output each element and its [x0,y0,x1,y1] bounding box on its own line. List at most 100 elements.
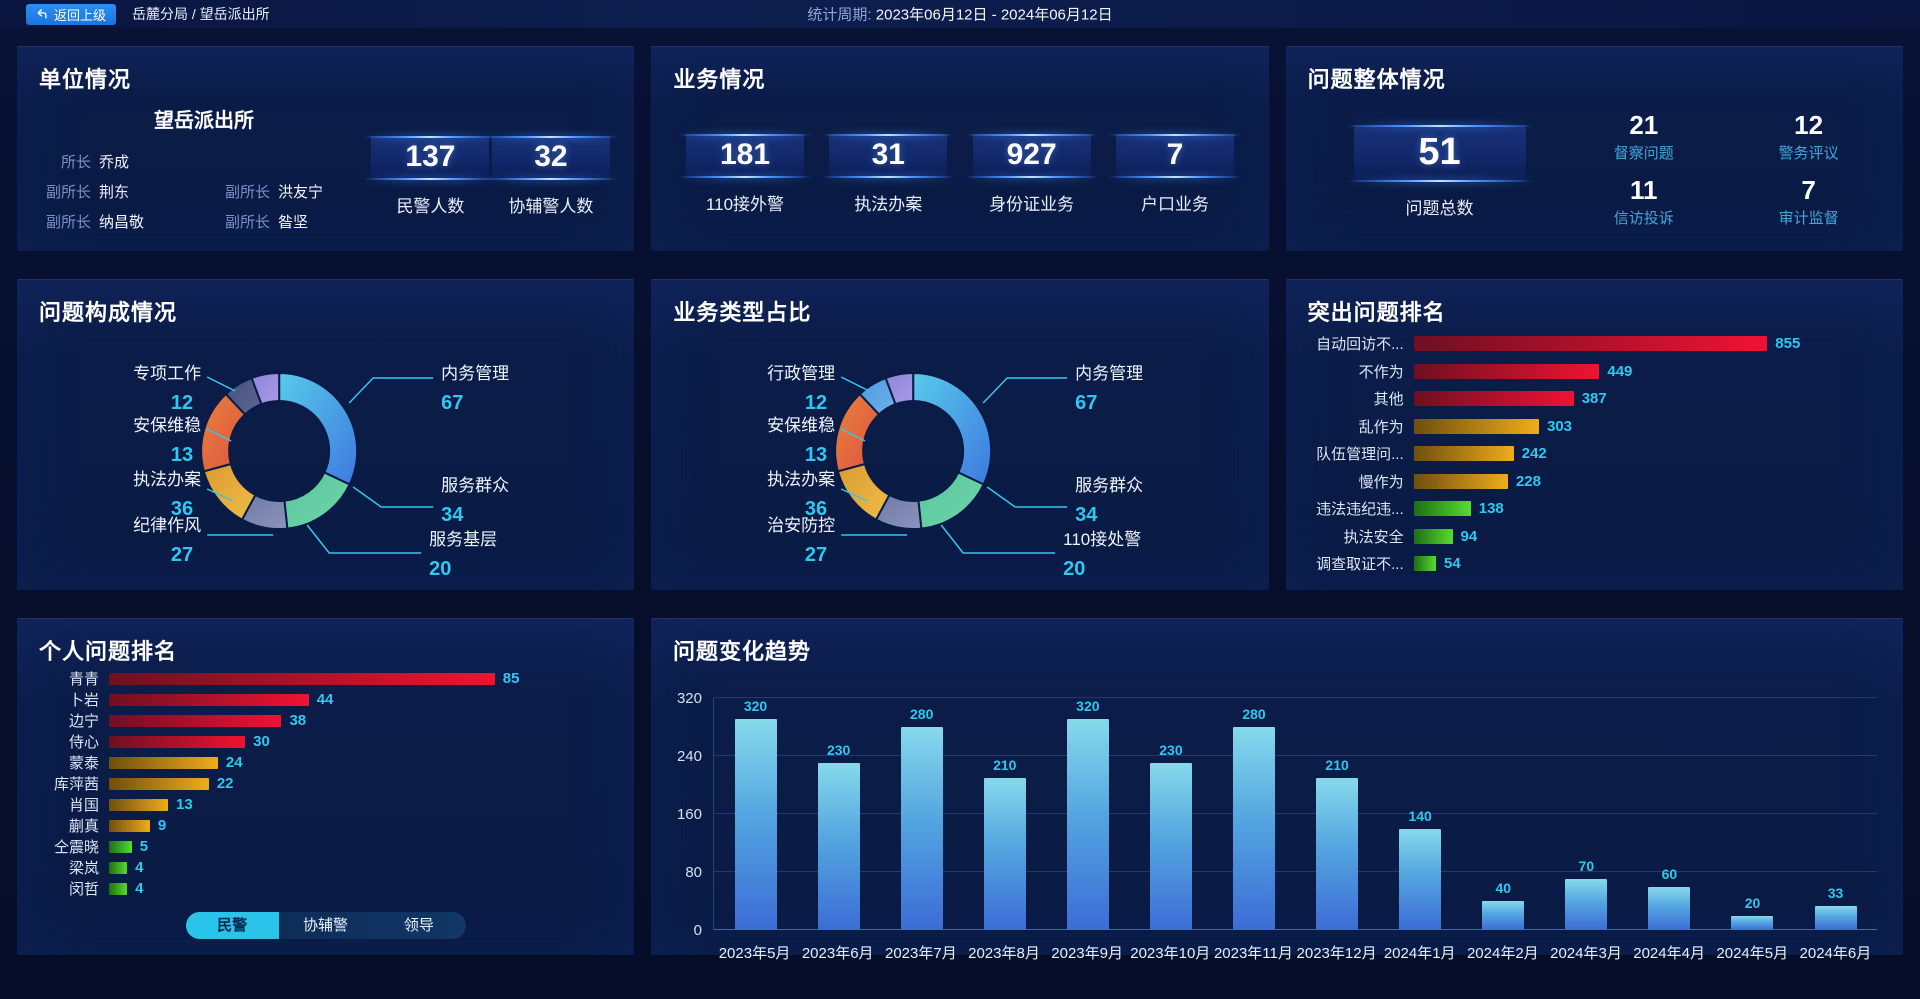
bar-track: 13 [109,796,610,813]
trend-value-label: 320 [743,698,768,714]
donut-segment-6 [884,371,915,406]
bar-label: 仝震晓 [53,839,99,856]
trend-value-label: 20 [1744,894,1761,911]
bar-track: 85 [109,670,610,687]
x-axis-label: 2024年1月 [1383,945,1456,962]
tab-xiefujing[interactable]: 协辅警 [302,917,348,934]
trend-bar [1565,879,1608,930]
bar-track: 22 [109,775,610,792]
leader-name: 纳昌敬 [99,214,145,231]
donut-value: 13 [171,444,193,466]
leader-role: 副所长 [224,214,270,231]
donut-callout-line [841,488,868,502]
bar [109,693,309,706]
trend-value-label: 320 [1076,698,1100,714]
leaders-list: 所长 乔成 副所长 荆东 副所长 洪友宁 [39,151,369,232]
grid-line [714,871,1877,872]
stat-value: 12 [1794,110,1824,140]
bar-value: 38 [289,712,307,729]
trend-slot: 280 [880,698,963,930]
trend-slot: 210 [963,698,1046,930]
bar-row: 乱作为 303 [1308,416,1879,437]
problem-total: 51 问题总数 [1308,109,1572,219]
donut-label: 纪律作风 [133,516,201,535]
donut-value: 36 [805,498,827,520]
bar-row: 队伍管理问... 242 [1308,443,1879,464]
bar-track: 54 [1413,555,1879,572]
unit-left: 望岳派出所 所长 乔成 副所长 荆东 [39,102,369,232]
x-axis-label: 2023年12月 [1296,945,1377,962]
bar-row: 不作为 449 [1308,361,1879,382]
bar-row: 卜岩 44 [39,689,610,710]
bar-value: 5 [139,838,149,855]
stat-petition: 11 信访投诉 [1571,175,1716,228]
x-axis-label: 2023年6月 [801,945,874,962]
donut-value: 20 [429,558,451,580]
trend-slot: 320 [714,698,797,930]
bar-value: 9 [157,817,167,834]
donut-value: 67 [1075,392,1097,414]
bar-row: 自动回访不... 855 [1308,333,1879,354]
leader-item-empty [218,151,369,172]
bar [109,882,128,895]
panel-personal-ranking: 个人问题排名 青青 85 卜岩 44 边宁 38 侍心 30 蒙泰 24 库萍茜 22 肖国 13 蒯真 9 仝… [17,618,634,955]
bar-track: 5 [109,838,610,855]
trend-value-label: 230 [1159,742,1183,759]
donut-segment-0 [912,371,993,486]
leader-role: 副所长 [45,184,91,201]
tab-lingdao[interactable]: 领导 [403,917,434,934]
panel-unit-info: 单位情况 望岳派出所 所长 乔成 副所长 荆东 [17,46,635,251]
business-stats: 181 110接外警 31 执法办案 927 身份证业务 7 户口业务 [673,134,1246,215]
trend-bar [1316,777,1359,930]
bar-row: 蒙泰 24 [39,752,610,773]
bar-value: 13 [176,796,193,813]
breadcrumb[interactable]: 岳麓分局 / 望岳派出所 [132,6,270,22]
bar-label: 肖国 [68,797,99,814]
bar-label: 蒙泰 [68,755,99,772]
bar [1413,501,1471,516]
donut-callout-line [940,524,1056,554]
trend-bar [1233,727,1275,930]
problem-composition-donut-chart: 内务管理 67 服务群众 34 服务基层 20 纪律作风 27 执法办案 36 安保维稳 13 专项工作… [133,364,509,580]
trend-bar [1731,915,1774,930]
panel-unit-title: 单位情况 [39,67,132,92]
stat-value: 11 [1630,175,1658,205]
x-axis-label: 2023年9月 [1051,945,1123,962]
bar-label: 青青 [68,671,99,688]
donut-label: 治安防控 [767,516,835,535]
bar-label: 乱作为 [1358,418,1404,436]
stat-period: 统计周期: 2023年06月12日 - 2024年06月12日 [807,4,1112,25]
problem-total-value: 51 [1353,125,1526,182]
bar-label: 调查取证不... [1316,556,1404,573]
trend-value-label: 40 [1495,880,1512,896]
donut-label: 安保维稳 [133,416,201,435]
donut-value: 13 [805,444,827,466]
leader-role: 副所长 [45,214,91,231]
bar [1413,473,1508,489]
y-axis-tick: 0 [693,922,702,939]
stat-label: 执法办案 [854,195,923,214]
trend-bar [1648,886,1691,930]
bar [109,672,495,685]
x-axis-label: 2024年5月 [1716,945,1789,962]
trend-value-label: 210 [993,756,1017,773]
bar-label: 蒯真 [68,818,99,835]
tab-minjing[interactable]: 民警 [185,912,279,939]
bar-track: 242 [1413,445,1879,462]
back-button[interactable]: 返回上级 [26,3,117,25]
stat-period-value: 2023年06月12日 - 2024年06月12日 [875,6,1113,24]
bar-value: 855 [1775,335,1801,352]
bar-track: 4 [109,880,610,897]
trend-slot: 20 [1711,698,1794,930]
bar-track: 138 [1413,500,1879,517]
bar-value: 4 [135,880,144,897]
stat-label: 户口业务 [1140,195,1209,214]
donut-value: 36 [171,498,193,520]
bar-value: 44 [316,691,334,708]
donut-label: 服务基层 [429,530,497,549]
donut-segment-1 [283,471,351,530]
stat-label: 督察问题 [1613,145,1674,162]
x-axis-label: 2023年11月 [1213,945,1293,962]
bar-track: 387 [1413,390,1879,407]
top-bar: 返回上级 岳麓分局 / 望岳派出所 统计周期: 2023年06月12日 - 20… [0,0,1920,28]
